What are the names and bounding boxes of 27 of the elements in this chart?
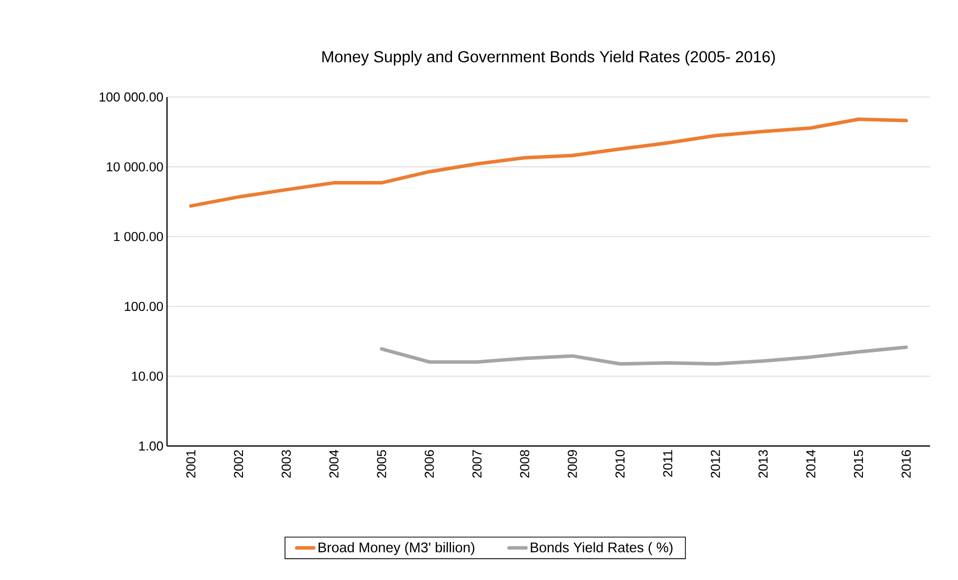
x-tick-label: 2006 <box>424 450 434 478</box>
x-tick-label: 2008 <box>520 450 530 478</box>
chart-title: Money Supply and Government Bonds Yield Rates (2005- 2016) <box>322 50 775 66</box>
x-tick-label: 2002 <box>234 450 244 478</box>
x-tick-label: 2013 <box>758 450 768 478</box>
x-tick-label: 2001 <box>186 450 196 478</box>
x-tick-label: 2012 <box>710 450 720 478</box>
x-tick-label: 2003 <box>282 450 291 478</box>
x-tick-label: 2005 <box>377 450 386 478</box>
line-series <box>189 118 908 208</box>
x-tick-label: 2007 <box>472 450 482 478</box>
x-tick-label: 2009 <box>568 450 577 478</box>
x-tick-label: 2011 <box>663 450 672 477</box>
legend-label: Broad Money (M3' billion) <box>318 542 474 556</box>
y-tick-label: 1 000.00 <box>114 232 163 242</box>
legend-label: Bonds Yield Rates ( %) <box>530 542 672 556</box>
x-tick-label: 2010 <box>615 450 625 478</box>
y-tick-label: 10 000.00 <box>106 162 163 172</box>
x-tick-label: 2016 <box>902 450 911 478</box>
y-tick-label: 100.00 <box>124 302 163 311</box>
y-tick-label: 10.00 <box>132 372 163 381</box>
x-tick-label: 2004 <box>329 450 338 478</box>
x-tick-label: 2014 <box>806 450 816 478</box>
y-tick-label: 100 000.00 <box>100 92 163 102</box>
line-series <box>380 345 908 366</box>
x-tick-label: 2015 <box>854 450 864 478</box>
y-tick-label: 1.00 <box>139 441 163 451</box>
